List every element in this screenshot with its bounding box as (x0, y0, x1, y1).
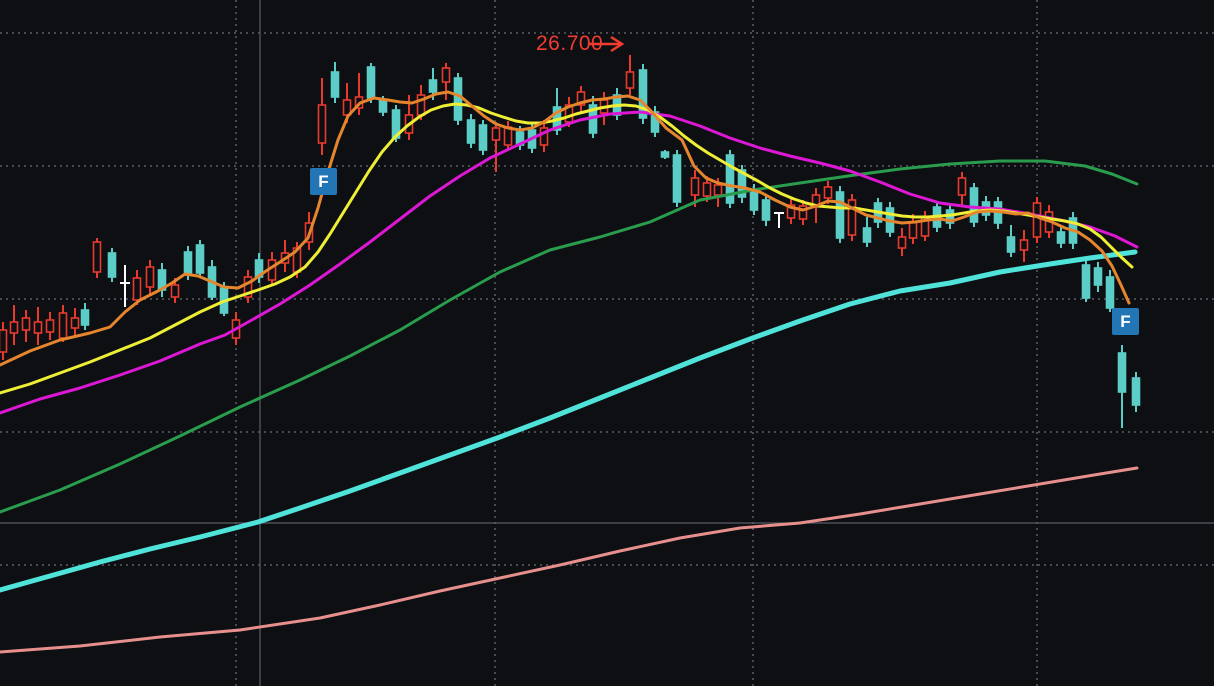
candle-down (749, 189, 759, 211)
candle-down (650, 111, 660, 133)
candle-up (9, 321, 19, 334)
candle-up (70, 317, 80, 329)
candle-down (761, 199, 771, 221)
candle-up (576, 91, 586, 106)
annotation-arrow-head (610, 35, 625, 53)
ma-magenta (0, 110, 1139, 415)
candle-up (491, 127, 501, 141)
candle-down (1117, 352, 1127, 393)
candle-up (145, 266, 155, 288)
candle-up (957, 177, 967, 196)
candle-up (58, 312, 68, 339)
candle-down (1081, 264, 1091, 299)
candle-down (80, 309, 90, 326)
ma-cyan-slow (0, 249, 1138, 593)
candle-down (969, 187, 979, 223)
candle-up (539, 127, 549, 146)
candle-up (1019, 239, 1029, 251)
candle-up (132, 277, 142, 301)
candle-up (45, 319, 55, 333)
candle-up (713, 184, 723, 196)
candle-down (835, 191, 845, 239)
candle-down (862, 227, 872, 243)
candle-down (195, 244, 205, 274)
candle-up (798, 205, 808, 220)
event-badge-f-left[interactable]: F (310, 168, 337, 195)
candle-up (317, 104, 327, 144)
ma-yellow-fast (0, 102, 1134, 395)
candle-up (1032, 202, 1042, 238)
candle-down (737, 169, 747, 198)
candle-up (564, 104, 574, 123)
candle-up (908, 221, 918, 239)
candle-down (638, 69, 648, 119)
candle-up (441, 67, 451, 83)
candle-up (897, 236, 907, 249)
candle-down (1131, 377, 1141, 406)
candle-down (1093, 267, 1103, 286)
candle-down (1105, 276, 1115, 309)
candle-up (243, 276, 253, 298)
candle-up (33, 321, 43, 334)
candle-down (453, 77, 463, 121)
ma-green (0, 159, 1139, 514)
candle-up (847, 199, 857, 236)
candle-down (725, 154, 735, 204)
candle-down (478, 124, 488, 151)
ma-salmon-slowest (0, 466, 1139, 654)
candle-up (0, 329, 8, 353)
candle-down (378, 99, 388, 113)
ma-orange-fastest (0, 90, 1131, 367)
candle-down (1056, 231, 1066, 244)
candle-down (107, 252, 117, 278)
event-badge-f-right[interactable]: F (1112, 308, 1139, 335)
candle-down (660, 151, 670, 158)
candle-down (183, 251, 193, 276)
candle-up (690, 177, 700, 196)
candle-up (170, 284, 180, 298)
candle-down (672, 154, 682, 203)
candle-down (330, 71, 340, 98)
price-alert-label: 26.700 (536, 32, 604, 55)
candle-down (466, 119, 476, 144)
candle-up (92, 241, 102, 273)
candle-up (21, 317, 31, 331)
candle-up (702, 182, 712, 197)
candle-down (1006, 236, 1016, 253)
candle-down (428, 79, 438, 93)
candle-down (366, 66, 376, 99)
candle-up (823, 186, 833, 199)
candle-up (625, 71, 635, 89)
candle-up (786, 204, 796, 219)
